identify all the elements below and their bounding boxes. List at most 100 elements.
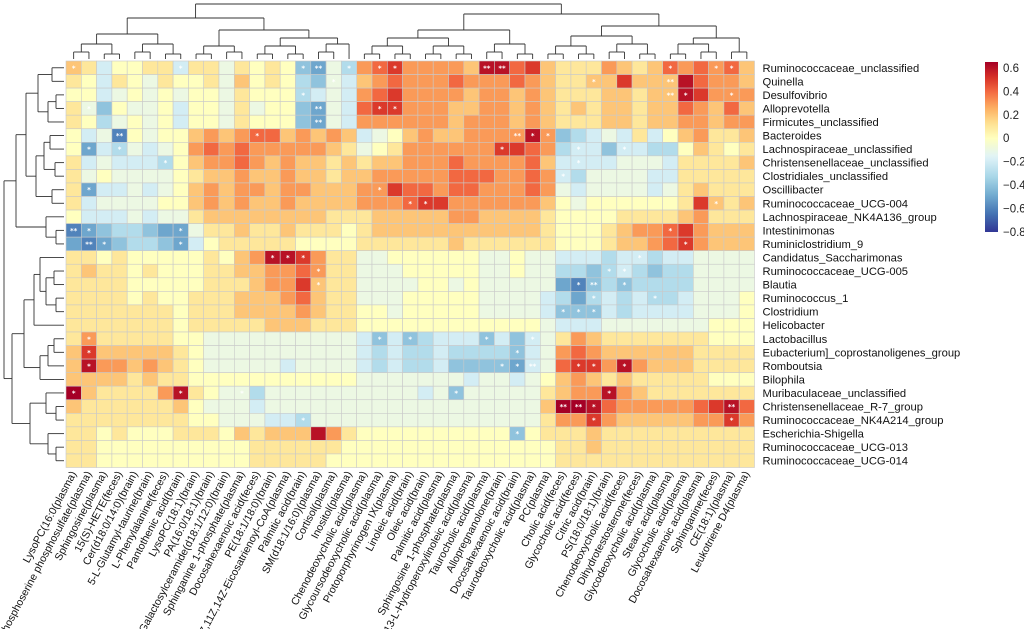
heatmap-cell [356,182,373,197]
heatmap-cell [539,304,556,319]
heatmap-cell [386,236,403,251]
heatmap-cell [111,101,128,116]
significance-mark: * [408,200,412,208]
heatmap-cell [234,453,250,468]
heatmap-cell [677,304,694,319]
heatmap-cell [218,114,235,130]
heatmap-cell [356,426,373,441]
heatmap-cell [188,182,204,197]
heatmap-cell [356,236,373,251]
heatmap-cell [448,304,465,319]
significance-mark: * [577,146,581,154]
heatmap-cell [295,318,312,333]
heatmap-cell [188,209,204,224]
heatmap-cell [111,155,128,170]
heatmap-cell [509,453,526,468]
heatmap-cell [601,155,618,170]
heatmap-cell [157,291,174,306]
heatmap-cell [723,440,740,455]
heatmap-cell [264,114,281,130]
heatmap-cell [723,223,740,238]
heatmap-cell [81,440,97,455]
heatmap-cell [264,399,281,414]
heatmap-cell [662,250,679,265]
heatmap-cell [264,209,281,224]
heatmap-cell [448,263,465,279]
heatmap-cell [356,453,373,468]
heatmap-cell [341,345,357,360]
significance-mark: * [607,389,611,397]
heatmap-cell [585,128,602,143]
heatmap-cell [601,318,618,333]
heatmap-cell [478,236,495,251]
heatmap-cell [708,412,725,428]
heatmap-cell [494,412,510,428]
heatmap-cell [356,277,373,292]
heatmap-cell [417,142,434,157]
heatmap-cell [356,263,373,279]
heatmap-cell [723,291,740,306]
heatmap-cell [539,196,556,211]
heatmap-cell [279,128,296,143]
heatmap-cell [570,291,587,306]
heatmap-cell [738,209,755,224]
significance-mark: * [317,268,321,276]
heatmap-cell [585,453,602,468]
heatmap-cell [310,304,327,319]
heatmap-cell [96,372,113,387]
heatmap-cell [172,304,189,319]
heatmap-cell [432,440,449,455]
significance-mark: * [179,240,183,248]
heatmap-cell [631,426,648,441]
row-label: Ruminococcaceae_UCG-014 [763,456,909,468]
heatmap-cell [386,128,403,143]
heatmap-cell [677,345,694,360]
heatmap-cell [325,304,342,319]
heatmap-cell [264,277,281,292]
heatmap-cell [188,291,204,306]
heatmap-cell [570,60,587,75]
heatmap-cell [218,426,235,441]
heatmap-cell [65,358,82,373]
heatmap-cell [738,236,755,251]
heatmap-cell [172,318,189,333]
heatmap-cell [188,74,204,89]
heatmap-cell [111,114,128,130]
heatmap-cell [432,87,449,102]
heatmap-cell [96,345,113,360]
heatmap-cell [188,236,204,251]
heatmap-cell [448,196,465,211]
heatmap-cell [708,114,725,130]
heatmap-cell [509,236,526,251]
heatmap-cell [126,453,143,468]
heatmap-cell [371,263,388,279]
heatmap-cell [203,304,220,319]
heatmap-cell [96,60,113,75]
heatmap-cell [417,426,434,441]
heatmap-cell [647,101,664,116]
heatmap-cell [432,304,449,319]
heatmap-cell [126,114,143,130]
heatmap-cell [692,358,709,373]
heatmap-cell [371,155,388,170]
heatmap-cell [188,60,204,75]
heatmap-cell [463,399,480,414]
significance-mark: ** [85,240,93,248]
heatmap-cell [341,182,357,197]
heatmap-cell [249,223,266,238]
heatmap-cell [417,223,434,238]
heatmap-cell [509,74,526,89]
heatmap-cell [509,114,526,130]
heatmap-cell [172,101,189,116]
heatmap-cell [647,277,664,292]
heatmap-cell [356,60,373,75]
heatmap-cell [509,101,526,116]
heatmap-cell [463,291,480,306]
heatmap-cell [295,196,312,211]
heatmap-cell [463,169,480,184]
heatmap-cell [295,399,312,414]
heatmap-cell [310,358,327,373]
heatmap-cell [524,236,541,251]
heatmap-cell [218,304,235,319]
heatmap-cell [708,250,725,265]
